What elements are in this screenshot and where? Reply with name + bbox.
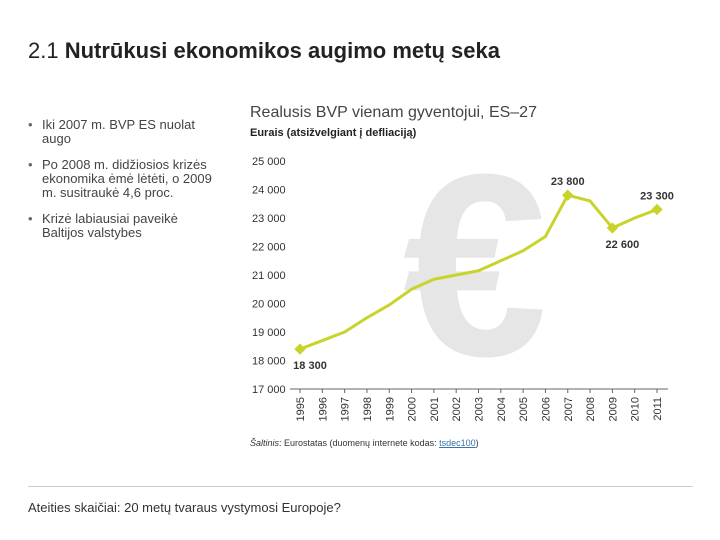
y-tick-label: 24 000 xyxy=(252,185,286,197)
y-tick-label: 17 000 xyxy=(252,384,286,396)
data-point-marker xyxy=(562,189,574,201)
data-label: 22 600 xyxy=(606,239,640,251)
x-tick-label: 2004 xyxy=(496,397,508,421)
x-tick-label: 1998 xyxy=(362,397,374,421)
bullet-item: Po 2008 m. didžiosios krizės ekonomika ė… xyxy=(28,158,223,200)
footer-text: Ateities skaičiai: 20 metų tvaraus vysty… xyxy=(28,500,341,515)
page-title: 2.1 Nutrūkusi ekonomikos augimo metų sek… xyxy=(28,38,500,64)
data-point-marker xyxy=(606,222,619,234)
euro-watermark-icon: € xyxy=(403,121,548,411)
title-text: Nutrūkusi ekonomikos augimo metų seka xyxy=(64,38,500,63)
bullet-item: Krizė labiausiai paveikė Baltijos valsty… xyxy=(28,212,223,240)
divider xyxy=(28,486,693,487)
y-tick-label: 23 000 xyxy=(252,213,286,225)
data-point-marker xyxy=(651,203,663,216)
x-tick-label: 2002 xyxy=(451,397,463,421)
data-label: 18 300 xyxy=(293,360,327,372)
chart-subtitle: Eurais (atsižvelgiant į defliaciją) xyxy=(250,127,417,139)
x-tick-label: 2009 xyxy=(607,397,619,421)
x-tick-label: 2011 xyxy=(652,397,664,421)
bullet-list: Iki 2007 m. BVP ES nuolat augo Po 2008 m… xyxy=(28,118,223,252)
x-tick-label: 1999 xyxy=(384,397,396,421)
data-point-marker xyxy=(294,343,306,355)
x-tick-label: 2000 xyxy=(407,397,419,421)
source-link[interactable]: tsdec100 xyxy=(439,438,476,448)
x-tick-label: 1995 xyxy=(295,397,307,421)
x-tick-label: 2003 xyxy=(474,397,486,421)
x-tick-label: 2001 xyxy=(429,397,441,421)
title-number: 2.1 xyxy=(28,38,59,63)
data-label: 23 800 xyxy=(551,176,585,188)
y-tick-label: 20 000 xyxy=(252,299,286,311)
bullet-item: Iki 2007 m. BVP ES nuolat augo xyxy=(28,118,223,146)
x-tick-label: 2008 xyxy=(585,397,597,421)
chart-title: Realusis BVP vienam gyventojui, ES–27 xyxy=(250,104,537,121)
y-tick-label: 21 000 xyxy=(252,270,286,282)
x-tick-label: 2006 xyxy=(540,397,552,421)
x-tick-label: 2005 xyxy=(518,397,530,421)
series-line xyxy=(299,193,658,351)
x-tick-label: 2010 xyxy=(630,397,642,421)
source-text: : Eurostatas (duomenų internete kodas: xyxy=(279,438,440,448)
source-label: Šaltinis xyxy=(250,438,280,448)
x-tick-label: 1996 xyxy=(317,397,329,421)
y-tick-label: 22 000 xyxy=(252,242,286,254)
y-tick-label: 19 000 xyxy=(252,327,286,339)
y-tick-label: 18 000 xyxy=(252,356,286,368)
x-tick-label: 2007 xyxy=(563,397,575,421)
y-tick-label: 25 000 xyxy=(252,156,286,168)
x-tick-label: 1997 xyxy=(340,397,352,421)
source-close: ) xyxy=(475,438,479,448)
source-note: Šaltinis: Eurostatas (duomenų internete … xyxy=(250,438,479,448)
data-label: 23 300 xyxy=(640,190,674,202)
